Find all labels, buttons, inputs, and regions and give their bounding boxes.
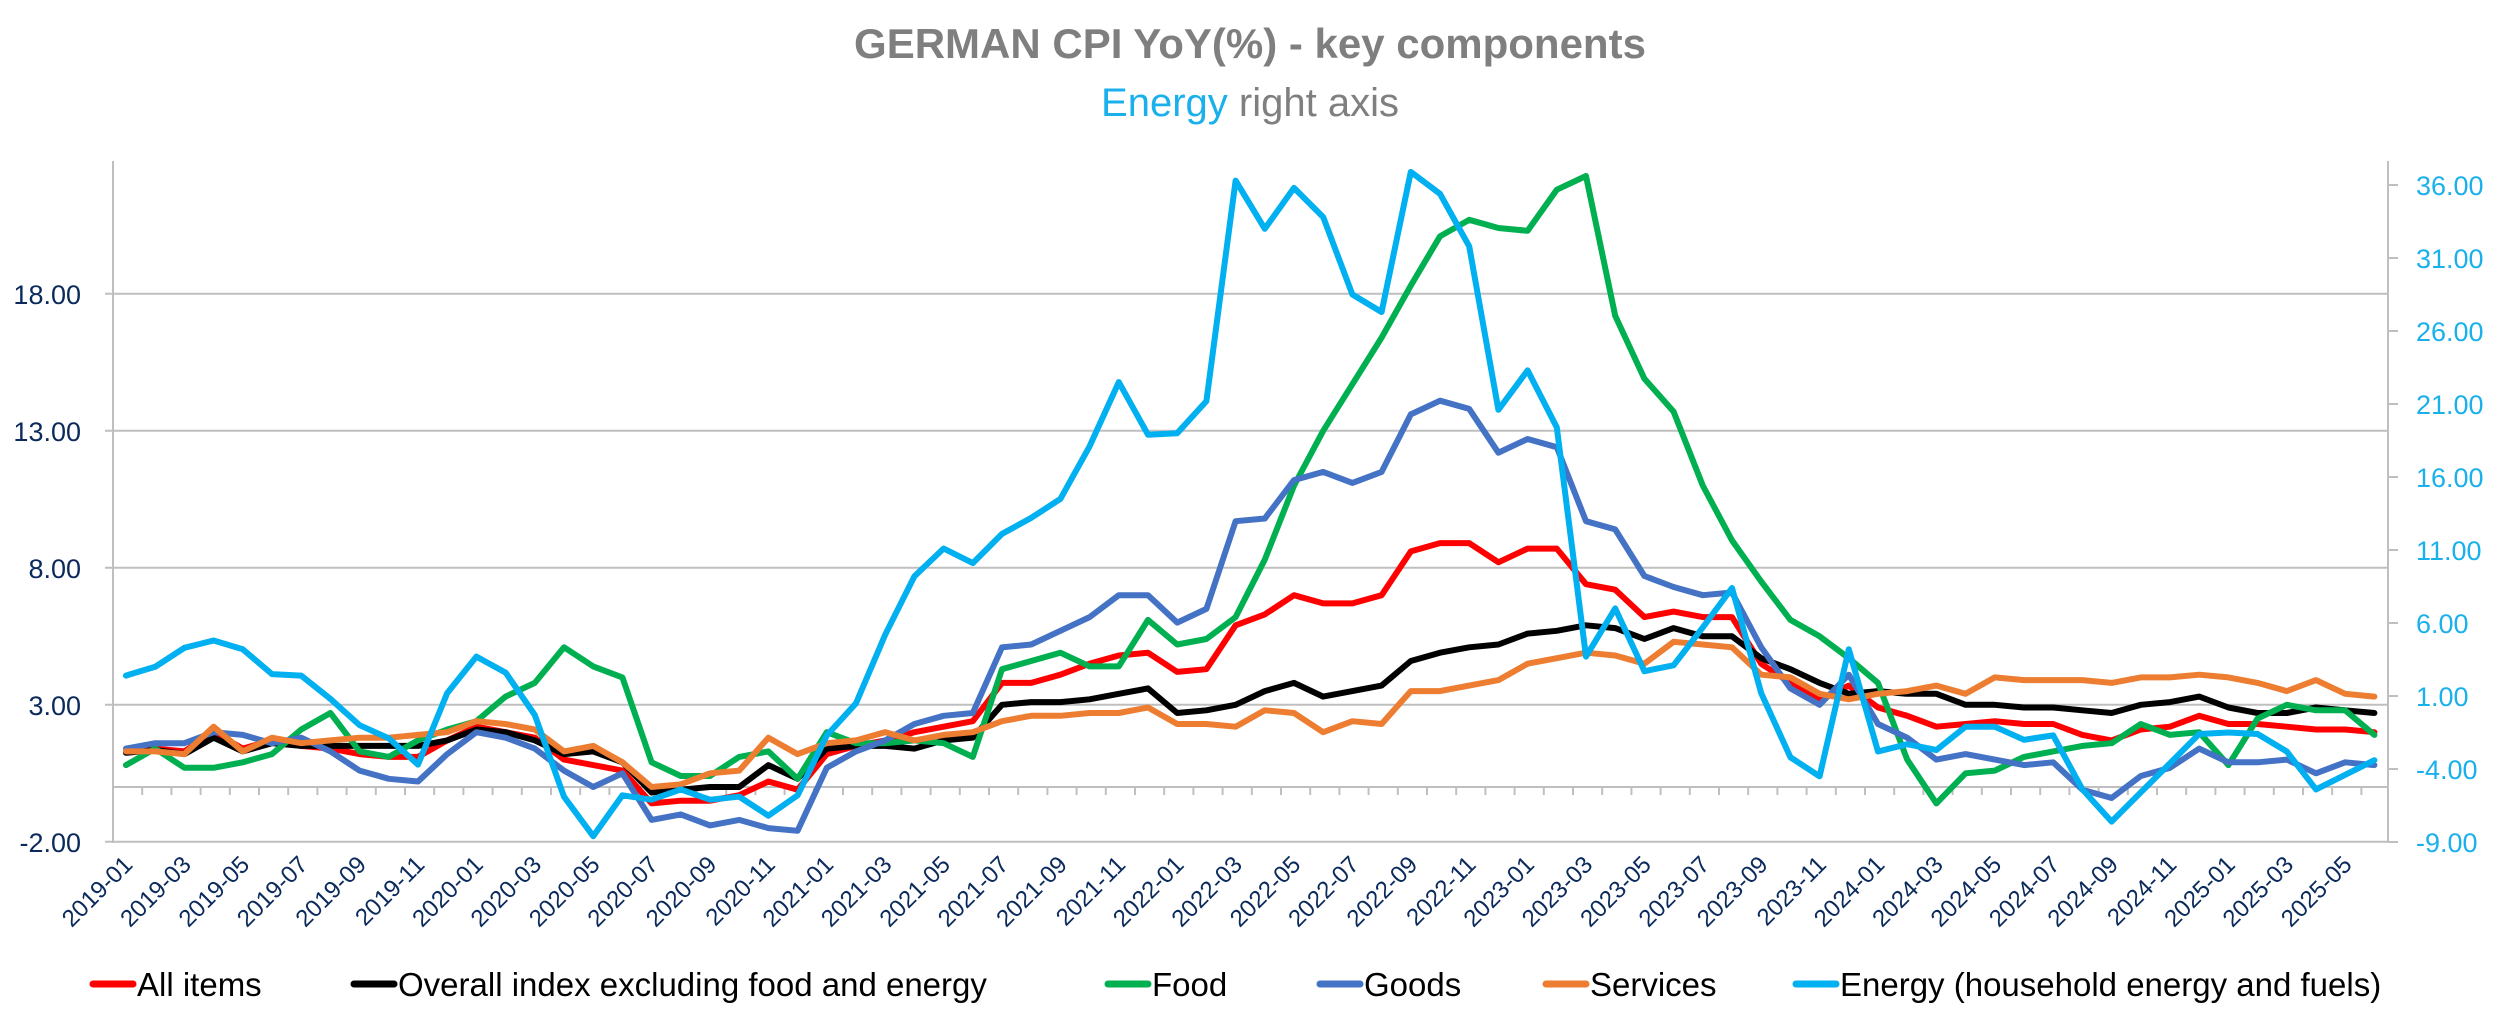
right-tick-label: 6.00 — [2416, 609, 2469, 639]
left-tick-label: 13.00 — [13, 417, 81, 447]
series-line-overall-index-excluding-food-and-energy — [123, 622, 2378, 796]
left-tick-label: 8.00 — [28, 554, 81, 584]
legend-label-goods: Goods — [1364, 966, 1461, 1003]
right-tick-label: 16.00 — [2416, 463, 2484, 493]
left-tick-label: 18.00 — [13, 280, 81, 310]
right-tick-label: -9.00 — [2416, 828, 2478, 858]
left-axis-tick-labels: -2.00 3.00 8.00 13.00 18.00 — [13, 280, 81, 858]
subtitle-highlight: Energy — [1101, 81, 1228, 125]
right-tick-label: 1.00 — [2416, 682, 2469, 712]
series-line-goods — [123, 397, 2378, 834]
right-tick-label: 11.00 — [2416, 536, 2482, 566]
legend-label-energy-household-energy-and-fuels: Energy (household energy and fuels) — [1840, 966, 2381, 1003]
right-tick-label: 21.00 — [2416, 390, 2484, 420]
left-tick-label: 3.00 — [28, 691, 81, 721]
series-line-food — [123, 173, 2378, 807]
legend-label-overall-index-excluding-food-and-energy: Overall index excluding food and energy — [398, 966, 987, 1003]
series-lines — [123, 168, 2378, 840]
gridlines — [105, 292, 2388, 843]
right-tick-label: -4.00 — [2416, 755, 2478, 785]
legend: All items Overall index excluding food an… — [89, 966, 2381, 1003]
chart-subtitle: Energy right axis — [1101, 81, 1399, 125]
subtitle-spacer — [1228, 81, 1239, 125]
right-axis-tick-labels: -9.00 -4.00 1.00 6.00 11.00 16.00 21.00 26.00 31… — [2416, 171, 2484, 858]
left-tick-label: -2.00 — [19, 828, 81, 858]
subtitle-rest: right axis — [1239, 81, 1399, 125]
legend-label-services: Services — [1590, 966, 1717, 1003]
series-line-services — [123, 638, 2378, 790]
legend-label-all-items: All items — [137, 966, 262, 1003]
chart-title: GERMAN CPI YoY(%) - key components — [854, 20, 1646, 67]
right-tick-label: 26.00 — [2416, 317, 2484, 347]
right-tick-label: 31.00 — [2416, 244, 2484, 274]
legend-label-food: Food — [1152, 966, 1227, 1003]
right-tick-label: 36.00 — [2416, 171, 2484, 201]
x-axis-tick-labels: 2019-012019-032019-052019-072019-092019-… — [57, 851, 2358, 932]
series-line-energy-household-energy-and-fuels — [123, 168, 2378, 840]
